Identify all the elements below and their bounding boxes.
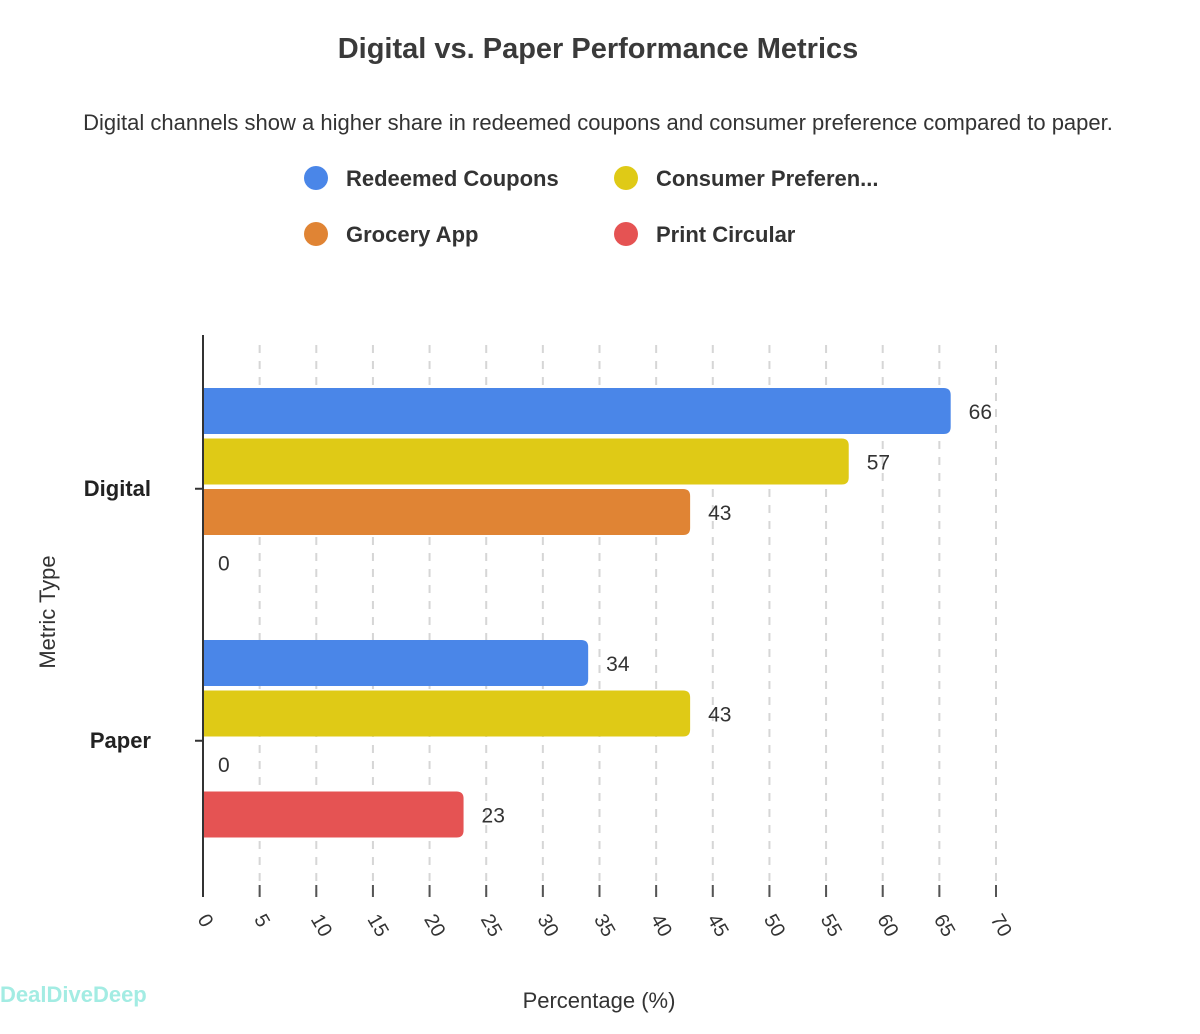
grid	[258, 345, 997, 897]
legend-label: Grocery App	[346, 222, 478, 247]
y-tick-label: Paper	[90, 728, 152, 753]
x-tick-label: 55	[816, 911, 846, 941]
legend-label: Redeemed Coupons	[346, 166, 559, 191]
x-tick-label: 0	[193, 911, 218, 932]
bar	[203, 640, 589, 686]
x-tick-label: 70	[986, 911, 1016, 941]
x-tick-label: 15	[363, 911, 393, 941]
bar	[203, 438, 849, 485]
data-label: 43	[708, 502, 731, 525]
data-label: 43	[708, 704, 731, 727]
chart-title: Digital vs. Paper Performance Metrics	[338, 33, 859, 65]
x-tick-label: 20	[419, 911, 449, 941]
x-tick-label: 40	[646, 911, 676, 941]
bar	[203, 791, 464, 838]
y-axis-title: Metric Type	[35, 555, 60, 668]
x-tick-label: 30	[533, 911, 563, 941]
bar	[203, 489, 691, 535]
legend-marker	[304, 222, 328, 246]
x-tick-label: 65	[929, 911, 959, 941]
data-label: 0	[218, 553, 230, 576]
x-tick-label: 45	[702, 911, 732, 941]
bars: 66 57 43 0 34 43 0 23	[203, 388, 992, 838]
watermark-logo: DealDiveDeep	[0, 982, 147, 1007]
legend-marker	[614, 222, 638, 246]
x-tick-label: 25	[476, 911, 506, 941]
chart-subtitle: Digital channels show a higher share in …	[83, 110, 1113, 135]
data-label: 0	[218, 754, 230, 777]
data-label: 34	[606, 653, 630, 676]
bar	[203, 690, 691, 737]
legend: Redeemed Coupons Consumer Preferen... Groc…	[304, 166, 879, 247]
y-tick-label: Digital	[84, 476, 151, 501]
x-tick-label: 10	[306, 911, 336, 941]
x-tick-label: 60	[872, 911, 902, 941]
legend-label: Consumer Preferen...	[656, 166, 879, 191]
x-axis-title: Percentage (%)	[523, 988, 676, 1013]
data-label: 66	[969, 401, 992, 424]
legend-label: Print Circular	[656, 222, 796, 247]
x-tick-label: 50	[759, 911, 789, 941]
legend-marker	[614, 166, 638, 190]
x-tick-label: 5	[249, 911, 274, 932]
legend-marker	[304, 166, 328, 190]
x-tick-label: 35	[589, 911, 619, 941]
bar	[203, 388, 951, 434]
data-label: 23	[482, 805, 505, 828]
data-label: 57	[867, 452, 890, 475]
